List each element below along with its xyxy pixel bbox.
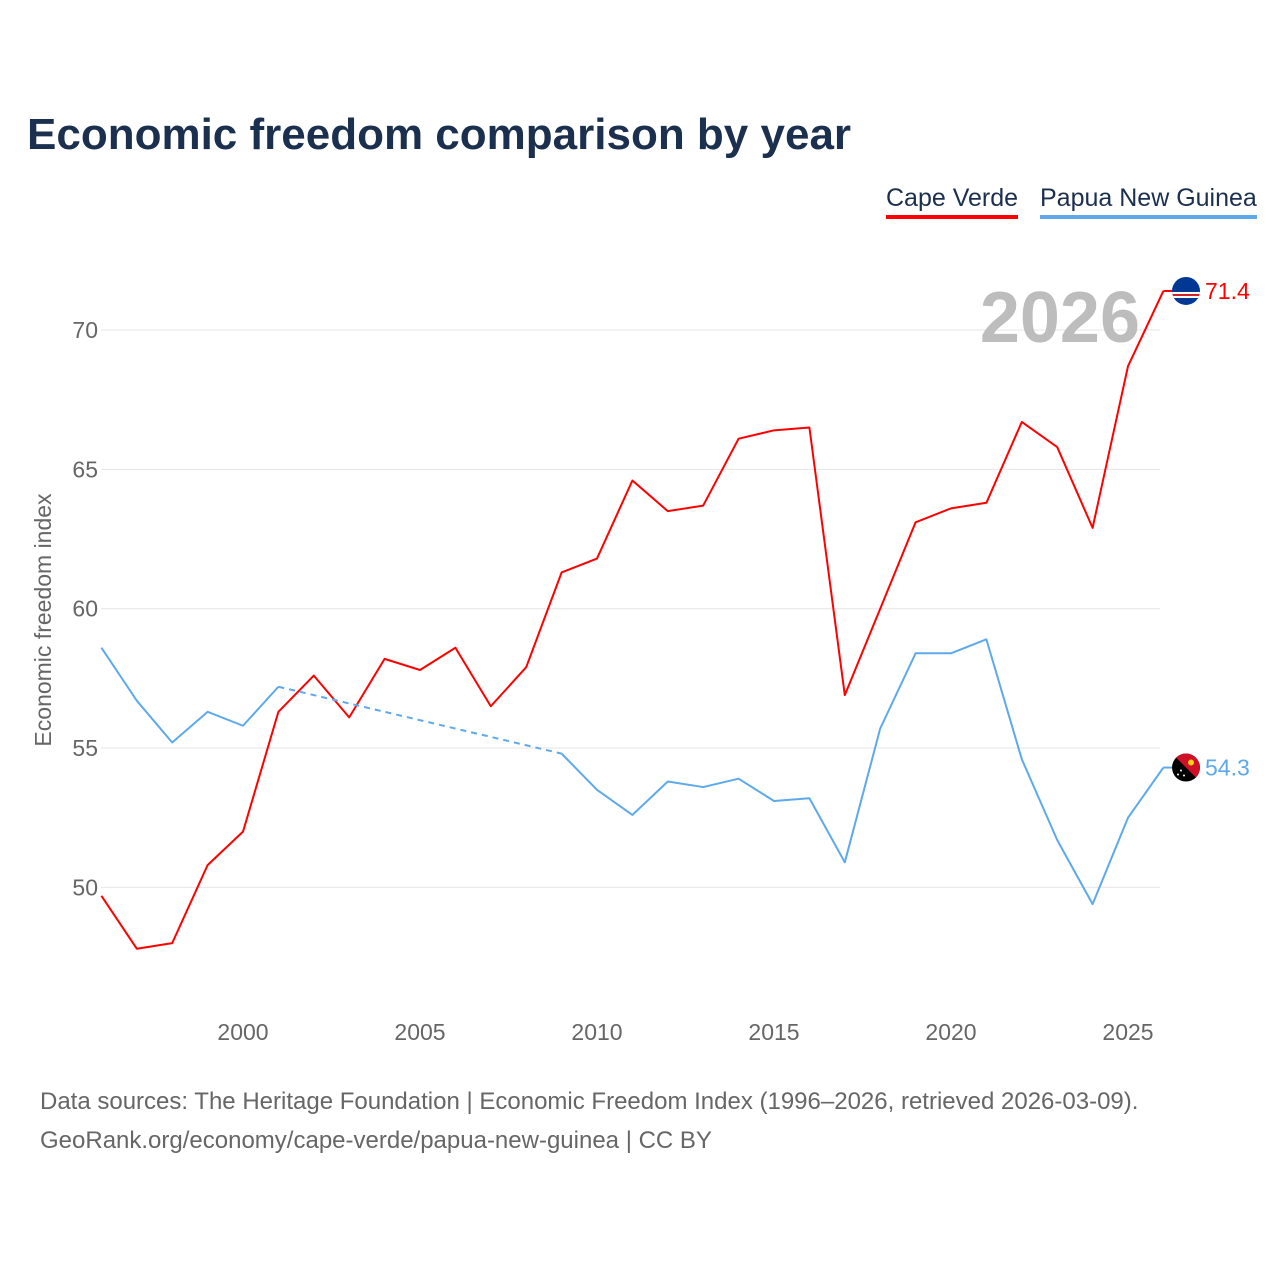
x-tick-label: 2010: [571, 1019, 622, 1045]
legend-cape-verde[interactable]: Cape Verde: [886, 184, 1019, 219]
y-tick-label: 65: [72, 456, 98, 482]
y-axis-label: Economic freedom index: [30, 493, 56, 747]
y-tick-label: 55: [72, 735, 98, 761]
y-tick-label: 60: [72, 596, 98, 622]
series-line-papua-new-guinea: [100, 647, 280, 744]
x-tick-label: 2025: [1102, 1019, 1153, 1045]
source-note: Data sources: The Heritage Foundation | …: [40, 1088, 1139, 1115]
y-tick-label: 70: [72, 317, 98, 343]
series-line-cape-verde: [100, 290, 1165, 950]
x-tick-label: 2020: [925, 1019, 976, 1045]
x-tick-label: 2005: [394, 1019, 445, 1045]
year-watermark: 2026: [980, 278, 1140, 358]
legend-papua-new-guinea[interactable]: Papua New Guinea: [1040, 184, 1257, 219]
cape-verde-flag-icon: [1172, 276, 1200, 305]
y-tick-label: 50: [72, 874, 98, 900]
gap-line: [278, 685, 562, 755]
x-tick-label: 2000: [217, 1019, 268, 1045]
x-tick-label: 2015: [748, 1019, 799, 1045]
chart-title: Economic freedom comparison by year: [27, 110, 852, 159]
series-line-papua-new-guinea: [560, 638, 1165, 906]
end-value-label: 54.3: [1205, 755, 1250, 781]
end-value-label: 71.4: [1205, 278, 1250, 304]
papua-new-guinea-flag-icon: [1172, 753, 1200, 782]
source-url[interactable]: GeoRank.org/economy/cape-verde/papua-new…: [40, 1127, 712, 1154]
